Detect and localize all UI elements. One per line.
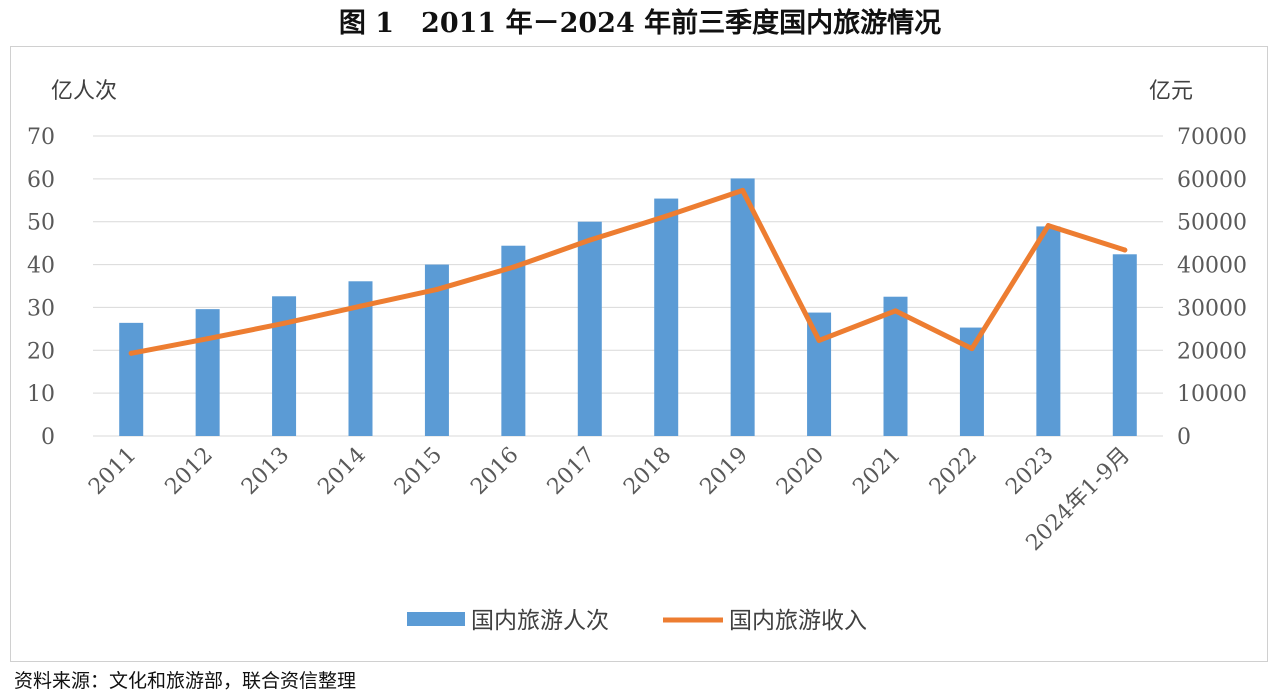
right-axis-ticks: 0 10000 20000 30000 40000 50000 60000 70000 — [1177, 125, 1247, 450]
bar-2024年1-9月 — [1112, 254, 1137, 436]
bar-2011 — [119, 322, 144, 436]
left-axis-ticks: 0 10 20 30 40 50 60 70 — [27, 125, 55, 450]
bar-2016 — [501, 245, 526, 436]
chart-frame: 0 10 20 30 40 50 60 70 0 10000 20000 30000 40000 500… — [10, 46, 1268, 662]
right-tick-4: 40000 — [1177, 254, 1247, 279]
bar-2012 — [195, 309, 220, 436]
bar-2023 — [1036, 226, 1061, 436]
right-axis-label: 亿元 — [1149, 79, 1193, 104]
right-tick-2: 20000 — [1177, 339, 1247, 364]
x-tick-0: 2011 — [84, 443, 141, 500]
x-tick-7: 2018 — [619, 443, 676, 500]
chart-title: 图 1 2011 年－2024 年前三季度国内旅游情况 — [338, 8, 942, 39]
left-tick-5: 50 — [27, 211, 55, 236]
x-tick-11: 2022 — [925, 443, 982, 500]
left-tick-0: 0 — [41, 425, 55, 450]
left-tick-4: 40 — [27, 254, 55, 279]
x-tick-1: 2012 — [161, 443, 218, 500]
x-tick-4: 2015 — [390, 443, 447, 500]
line-point-2017 — [587, 237, 593, 243]
bar-series — [119, 178, 1137, 436]
line-point-2011 — [128, 350, 134, 356]
line-path — [128, 187, 1128, 356]
combo-chart: 0 10 20 30 40 50 60 70 0 10000 20000 30000 40000 500… — [27, 79, 1247, 634]
bar-2019 — [730, 178, 755, 436]
line-point-2018 — [663, 213, 669, 219]
legend-label-line: 国内旅游收入 — [729, 608, 867, 634]
line-point-2013 — [281, 320, 287, 326]
left-tick-3: 30 — [27, 296, 55, 321]
right-tick-7: 70000 — [1177, 125, 1247, 150]
bar-2013 — [272, 296, 297, 436]
x-tick-5: 2016 — [466, 443, 523, 500]
line-series — [128, 187, 1128, 356]
bar-2017 — [577, 221, 602, 436]
left-tick-7: 70 — [27, 125, 55, 150]
legend-swatch-bar — [407, 612, 465, 626]
bar-2020 — [807, 312, 832, 436]
right-tick-5: 50000 — [1177, 211, 1247, 236]
line-point-2023 — [1045, 223, 1051, 229]
line-point-2021 — [893, 308, 898, 314]
right-tick-3: 30000 — [1177, 296, 1247, 321]
x-tick-8: 2019 — [696, 443, 753, 500]
line-point-2019 — [740, 187, 746, 193]
x-tick-3: 2014 — [313, 443, 370, 500]
x-tick-9: 2020 — [772, 443, 829, 500]
line-point-2022 — [969, 346, 975, 352]
gridlines — [93, 135, 1163, 437]
x-axis-ticks: 2011 2012 2013 2014 2015 2016 2017 2018 2019 2020… — [84, 443, 1135, 556]
left-tick-6: 60 — [27, 168, 55, 193]
line-point-2020 — [816, 337, 822, 343]
right-tick-0: 0 — [1177, 425, 1191, 450]
right-tick-6: 60000 — [1177, 168, 1247, 193]
x-tick-10: 2021 — [848, 443, 905, 500]
line-point-2014 — [358, 303, 363, 309]
bar-2018 — [654, 198, 679, 436]
legend-label-bar: 国内旅游人次 — [471, 608, 609, 634]
line-point-2015 — [434, 286, 440, 292]
line-point-2012 — [205, 336, 211, 342]
source-note: 资料来源：文化和旅游部，联合资信整理 — [14, 670, 357, 692]
x-tick-6: 2017 — [543, 443, 600, 500]
left-tick-1: 10 — [27, 382, 55, 407]
x-tick-12: 2023 — [1001, 443, 1058, 500]
line-point-2016 — [510, 264, 516, 270]
left-axis-label: 亿人次 — [51, 79, 117, 104]
left-tick-2: 20 — [27, 339, 55, 364]
legend: 国内旅游人次 国内旅游收入 — [407, 608, 867, 634]
right-tick-1: 10000 — [1177, 382, 1247, 407]
line-point-2024年1-9月 — [1122, 247, 1128, 253]
x-tick-2: 2013 — [237, 443, 294, 500]
bar-2021 — [883, 296, 908, 436]
